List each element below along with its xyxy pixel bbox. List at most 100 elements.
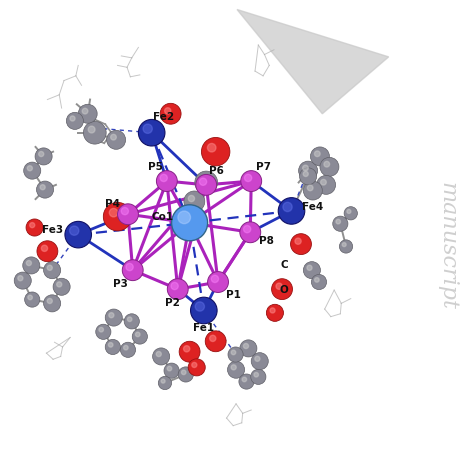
Circle shape: [244, 344, 248, 348]
Circle shape: [30, 223, 35, 228]
Circle shape: [342, 243, 346, 246]
Text: P4: P4: [105, 199, 120, 209]
Circle shape: [299, 161, 318, 180]
Circle shape: [272, 279, 292, 300]
Circle shape: [160, 103, 181, 124]
Circle shape: [182, 370, 186, 374]
Circle shape: [156, 352, 161, 356]
Circle shape: [132, 329, 147, 344]
Circle shape: [126, 264, 133, 271]
Circle shape: [200, 176, 206, 182]
Text: C: C: [281, 260, 288, 271]
Circle shape: [208, 272, 228, 292]
Circle shape: [239, 374, 254, 389]
Circle shape: [192, 363, 197, 367]
Text: Fe2: Fe2: [153, 112, 174, 122]
Circle shape: [201, 137, 230, 166]
Circle shape: [160, 174, 167, 182]
Circle shape: [70, 116, 75, 121]
Circle shape: [210, 335, 216, 341]
Circle shape: [36, 181, 54, 198]
Circle shape: [254, 373, 258, 377]
Circle shape: [179, 341, 200, 362]
Text: manuscript: manuscript: [437, 182, 459, 310]
Circle shape: [44, 262, 61, 279]
Circle shape: [196, 174, 217, 195]
Circle shape: [320, 157, 339, 176]
Circle shape: [164, 108, 171, 114]
Circle shape: [136, 332, 140, 337]
Circle shape: [124, 314, 139, 329]
Circle shape: [240, 340, 257, 357]
Circle shape: [124, 346, 128, 350]
Circle shape: [266, 304, 283, 321]
Circle shape: [320, 179, 326, 185]
Circle shape: [336, 219, 340, 224]
Text: P6: P6: [209, 165, 224, 176]
Circle shape: [128, 317, 132, 321]
Circle shape: [195, 302, 204, 311]
Circle shape: [188, 359, 205, 376]
Circle shape: [40, 185, 45, 190]
Circle shape: [14, 272, 31, 289]
Circle shape: [109, 313, 114, 318]
Circle shape: [191, 297, 217, 324]
Circle shape: [255, 356, 260, 361]
Circle shape: [35, 148, 52, 165]
Circle shape: [24, 162, 41, 179]
Circle shape: [303, 181, 322, 200]
Polygon shape: [237, 9, 389, 114]
Circle shape: [283, 202, 292, 211]
Circle shape: [118, 204, 138, 225]
Circle shape: [300, 168, 317, 185]
Circle shape: [70, 226, 79, 235]
Circle shape: [172, 205, 208, 241]
Circle shape: [333, 216, 348, 231]
Text: P7: P7: [255, 162, 271, 172]
Circle shape: [311, 274, 327, 290]
Circle shape: [339, 240, 353, 253]
Circle shape: [183, 346, 190, 352]
Circle shape: [161, 379, 165, 383]
Circle shape: [78, 104, 97, 123]
Circle shape: [307, 265, 312, 270]
Text: P8: P8: [259, 236, 274, 246]
Circle shape: [317, 175, 336, 194]
Circle shape: [251, 369, 266, 384]
Circle shape: [41, 245, 47, 251]
Circle shape: [228, 361, 245, 378]
Circle shape: [28, 295, 32, 300]
Circle shape: [96, 324, 111, 339]
Circle shape: [82, 108, 88, 114]
Circle shape: [344, 207, 357, 220]
Circle shape: [231, 365, 236, 370]
Circle shape: [158, 376, 172, 390]
Circle shape: [291, 234, 311, 255]
Circle shape: [310, 147, 329, 166]
Circle shape: [184, 191, 205, 212]
Circle shape: [315, 278, 319, 282]
Circle shape: [347, 210, 351, 213]
Circle shape: [83, 121, 106, 144]
Text: Fe1: Fe1: [193, 323, 214, 334]
Circle shape: [251, 353, 268, 370]
Circle shape: [47, 265, 52, 270]
Circle shape: [122, 260, 143, 281]
Circle shape: [39, 152, 44, 156]
Circle shape: [109, 209, 118, 217]
Text: P2: P2: [164, 298, 180, 309]
Text: O: O: [279, 285, 288, 295]
Circle shape: [107, 130, 126, 149]
Circle shape: [120, 342, 136, 357]
Circle shape: [178, 211, 191, 224]
Text: Fe3: Fe3: [42, 225, 63, 235]
Circle shape: [244, 226, 251, 233]
Circle shape: [231, 350, 236, 355]
Circle shape: [47, 299, 52, 303]
Circle shape: [242, 377, 246, 382]
Circle shape: [276, 283, 282, 289]
Circle shape: [121, 208, 128, 215]
Text: Fe4: Fe4: [302, 202, 323, 212]
Circle shape: [44, 295, 61, 312]
Circle shape: [324, 161, 329, 167]
